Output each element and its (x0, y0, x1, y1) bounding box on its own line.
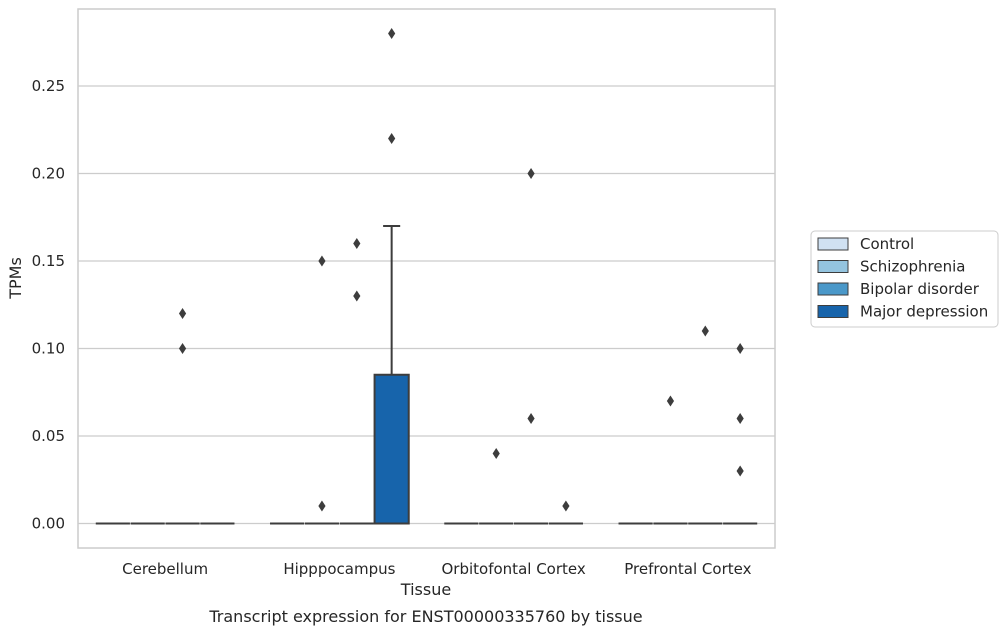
boxes (95, 225, 758, 525)
outlier-marker (736, 465, 744, 477)
outlier-marker (492, 448, 500, 459)
x-tick-label: Cerebellum (122, 560, 208, 578)
outlier-marker (388, 28, 396, 39)
legend-swatch (817, 305, 849, 318)
outlier-marker (178, 343, 187, 354)
y-tick-label: 0.25 (32, 77, 65, 95)
legend-label: Control (860, 235, 914, 253)
outlier-markers (178, 28, 744, 512)
legend-label: Schizophrenia (860, 258, 965, 276)
outlier-marker (527, 168, 535, 179)
x-tick-labels: Cerebellum Hipppocampus Orbitofontal Corte… (122, 560, 751, 578)
legend-label: Bipolar disorder (860, 280, 980, 298)
y-tick-label: 0.20 (32, 165, 65, 183)
legend-item: Control (817, 235, 914, 253)
outlier-marker (353, 290, 361, 302)
chart-caption: Transcript expression for ENST0000033576… (208, 607, 642, 626)
outlier-marker (178, 308, 187, 319)
outlier-marker (527, 413, 535, 424)
x-tick-label: Orbitofontal Cortex (442, 560, 586, 578)
legend-item: Schizophrenia (817, 258, 965, 276)
outlier-marker (318, 255, 326, 267)
y-tick-label: 0.00 (32, 515, 65, 533)
x-tick-label: Hipppocampus (283, 560, 395, 578)
legend-label: Major depression (860, 303, 988, 321)
x-tick-label: Prefrontal Cortex (624, 560, 751, 578)
y-tick-label: 0.05 (32, 427, 65, 445)
box-3-1 (373, 225, 410, 525)
legend-swatch (817, 260, 849, 273)
x-axis-title: Tissue (400, 580, 451, 599)
y-tick-label: 0.15 (32, 252, 65, 270)
grid-lines (78, 85, 775, 525)
outlier-marker (353, 238, 361, 249)
outlier-marker (736, 413, 744, 424)
outlier-marker (562, 500, 570, 512)
legend-item: Major depression (817, 303, 988, 321)
legend-item: Bipolar disorder (817, 280, 980, 298)
outlier-marker (736, 343, 744, 354)
box-body (373, 373, 410, 525)
outlier-marker (666, 395, 675, 407)
outlier-marker (388, 133, 396, 144)
outlier-marker (318, 500, 326, 512)
legend-frame (810, 230, 999, 328)
plot-frame (77, 8, 776, 549)
legend-swatch (817, 237, 849, 251)
outlier-marker (701, 325, 709, 337)
y-axis-title: TPMs (6, 257, 25, 300)
y-tick-labels: 0.00 0.05 0.10 0.15 0.20 0.25 (32, 77, 65, 533)
y-tick-label: 0.10 (32, 340, 65, 358)
legend-swatch (817, 282, 849, 296)
legend: Control Schizophrenia Bipolar disorder Majo… (810, 230, 999, 328)
